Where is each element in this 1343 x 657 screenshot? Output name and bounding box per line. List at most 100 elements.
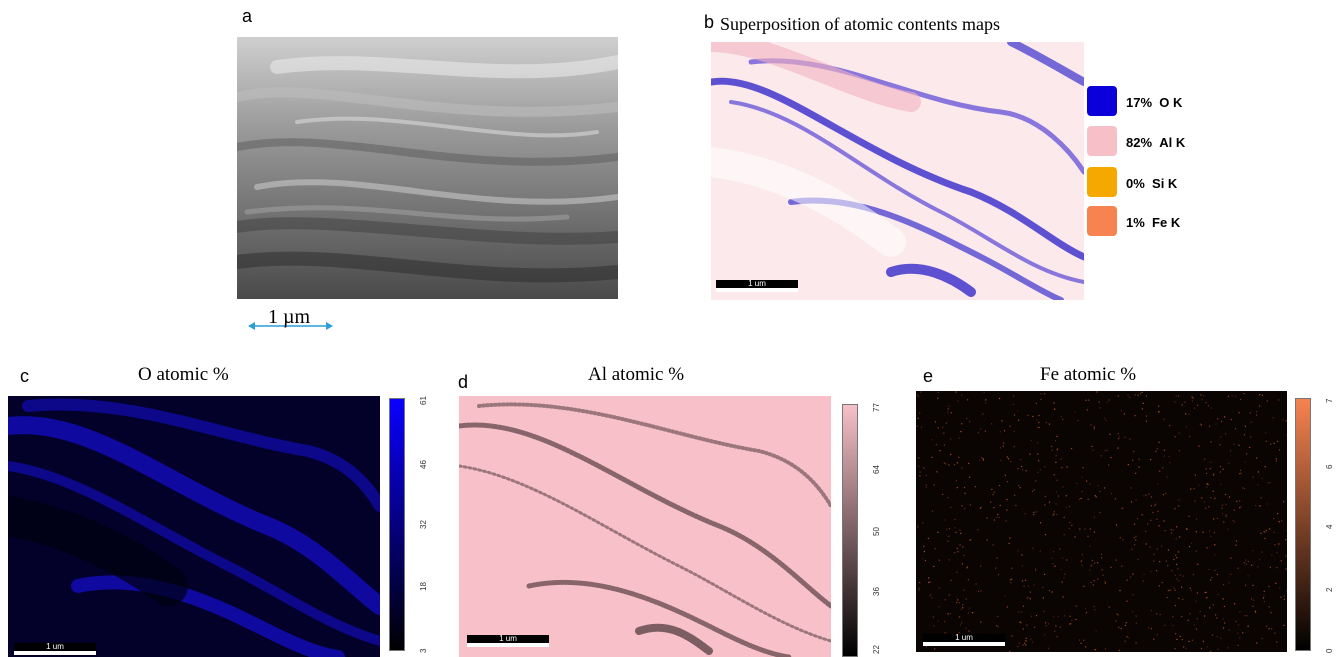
fe-speckle xyxy=(1210,650,1212,652)
fe-speckle xyxy=(1225,514,1227,516)
fe-speckle xyxy=(948,594,950,596)
fe-speckle xyxy=(1169,425,1171,427)
fe-speckle xyxy=(1177,395,1180,397)
fe-speckle xyxy=(1063,577,1065,579)
fe-speckle xyxy=(1033,626,1036,628)
panel-e-title: Fe atomic % xyxy=(1040,364,1137,385)
fe-speckle xyxy=(917,525,919,527)
fe-speckle xyxy=(1044,534,1047,536)
fe-speckle xyxy=(1153,560,1155,562)
fe-speckle xyxy=(1089,483,1091,485)
fe-speckle xyxy=(1035,569,1037,571)
fe-speckle xyxy=(1079,528,1081,530)
fe-speckle xyxy=(1145,543,1147,545)
fe-speckle xyxy=(1263,594,1265,596)
fe-speckle xyxy=(1022,605,1025,607)
fe-speckle xyxy=(1150,610,1152,612)
fe-speckle xyxy=(1013,446,1015,448)
fe-speckle xyxy=(1206,597,1208,599)
fe-speckle xyxy=(957,599,959,601)
legend-swatch-si xyxy=(1087,167,1117,197)
fe-speckle xyxy=(1051,449,1053,451)
fe-speckle xyxy=(1156,570,1158,572)
fe-speckle xyxy=(1171,570,1173,572)
fe-speckle xyxy=(945,422,947,424)
fe-speckle xyxy=(917,395,919,397)
fe-speckle xyxy=(945,463,947,465)
fe-speckle xyxy=(1257,471,1259,473)
fe-speckle xyxy=(1235,544,1237,546)
fe-speckle xyxy=(931,510,934,512)
fe-speckle xyxy=(963,486,966,488)
fe-speckle xyxy=(1194,500,1196,502)
fe-speckle xyxy=(949,613,952,615)
fe-speckle xyxy=(931,439,933,441)
fe-speckle xyxy=(916,394,918,396)
fe-speckle xyxy=(1244,461,1246,463)
fe-speckle xyxy=(1178,499,1180,501)
fe-speckle xyxy=(1266,625,1268,627)
fe-speckle xyxy=(1256,414,1258,416)
fe-speckle xyxy=(1065,507,1067,509)
fe-speckle xyxy=(1056,514,1058,516)
fe-speckle xyxy=(1044,504,1046,506)
fe-speckle xyxy=(1235,540,1238,542)
fe-speckle xyxy=(1039,469,1041,471)
fe-speckle xyxy=(1219,471,1221,473)
fe-speckle xyxy=(997,615,999,617)
fe-speckle xyxy=(1086,480,1088,482)
fe-speckle xyxy=(1158,525,1160,527)
fe-speckle xyxy=(1117,395,1119,397)
fe-speckle xyxy=(1266,503,1268,505)
fe-speckle xyxy=(965,627,967,629)
fe-speckle xyxy=(1176,578,1178,580)
fe-speckle xyxy=(933,484,935,486)
fe-speckle xyxy=(1203,501,1205,503)
fe-speckle xyxy=(1062,486,1064,488)
fe-speckle xyxy=(1004,474,1006,476)
fe-speckle xyxy=(962,604,964,606)
fe-speckle xyxy=(1280,560,1282,562)
fe-speckle xyxy=(1277,513,1279,515)
fe-speckle xyxy=(1044,495,1046,497)
fe-speckle xyxy=(1225,504,1227,506)
fe-speckle xyxy=(1017,550,1019,552)
fe-speckle xyxy=(1141,408,1143,410)
fe-speckle xyxy=(1118,649,1120,651)
fe-speckle xyxy=(1090,424,1092,426)
fe-speckle xyxy=(1018,611,1020,613)
fe-speckle xyxy=(1009,537,1011,539)
fe-speckle xyxy=(1120,410,1122,412)
fe-speckle xyxy=(935,444,937,446)
fe-speckle xyxy=(1189,435,1191,438)
fe-speckle xyxy=(1056,449,1058,451)
fe-speckle xyxy=(1010,461,1012,463)
fe-speckle xyxy=(1164,624,1166,626)
panel-e-letter: e xyxy=(923,366,934,386)
fe-speckle xyxy=(1191,542,1193,544)
fe-speckle xyxy=(928,577,930,579)
fe-speckle xyxy=(1185,413,1187,415)
fe-speckle xyxy=(1019,487,1021,489)
fe-speckle xyxy=(1222,504,1224,506)
fe-colorbar xyxy=(1295,398,1311,651)
fe-speckle xyxy=(1030,638,1032,640)
fe-speckle xyxy=(1163,455,1165,457)
fe-speckle xyxy=(1219,444,1221,446)
fe-speckle xyxy=(930,594,932,596)
fe-speckle xyxy=(1264,537,1266,540)
fe-speckle xyxy=(1224,622,1226,624)
o-tick-4: 18 xyxy=(419,582,428,591)
fe-speckle xyxy=(1018,485,1020,487)
fe-speckle xyxy=(1279,587,1281,589)
fe-speckle xyxy=(980,621,982,623)
fe-speckle xyxy=(1053,402,1055,404)
fe-speckle xyxy=(1260,532,1262,534)
fe-speckle xyxy=(1051,591,1053,593)
al-colorbar xyxy=(842,404,858,657)
fe-speckle xyxy=(1048,590,1051,592)
fe-speckle xyxy=(1283,501,1285,503)
fe-speckle xyxy=(1178,580,1180,582)
fe-speckle xyxy=(1117,433,1119,435)
fe-speckle xyxy=(1193,407,1196,409)
